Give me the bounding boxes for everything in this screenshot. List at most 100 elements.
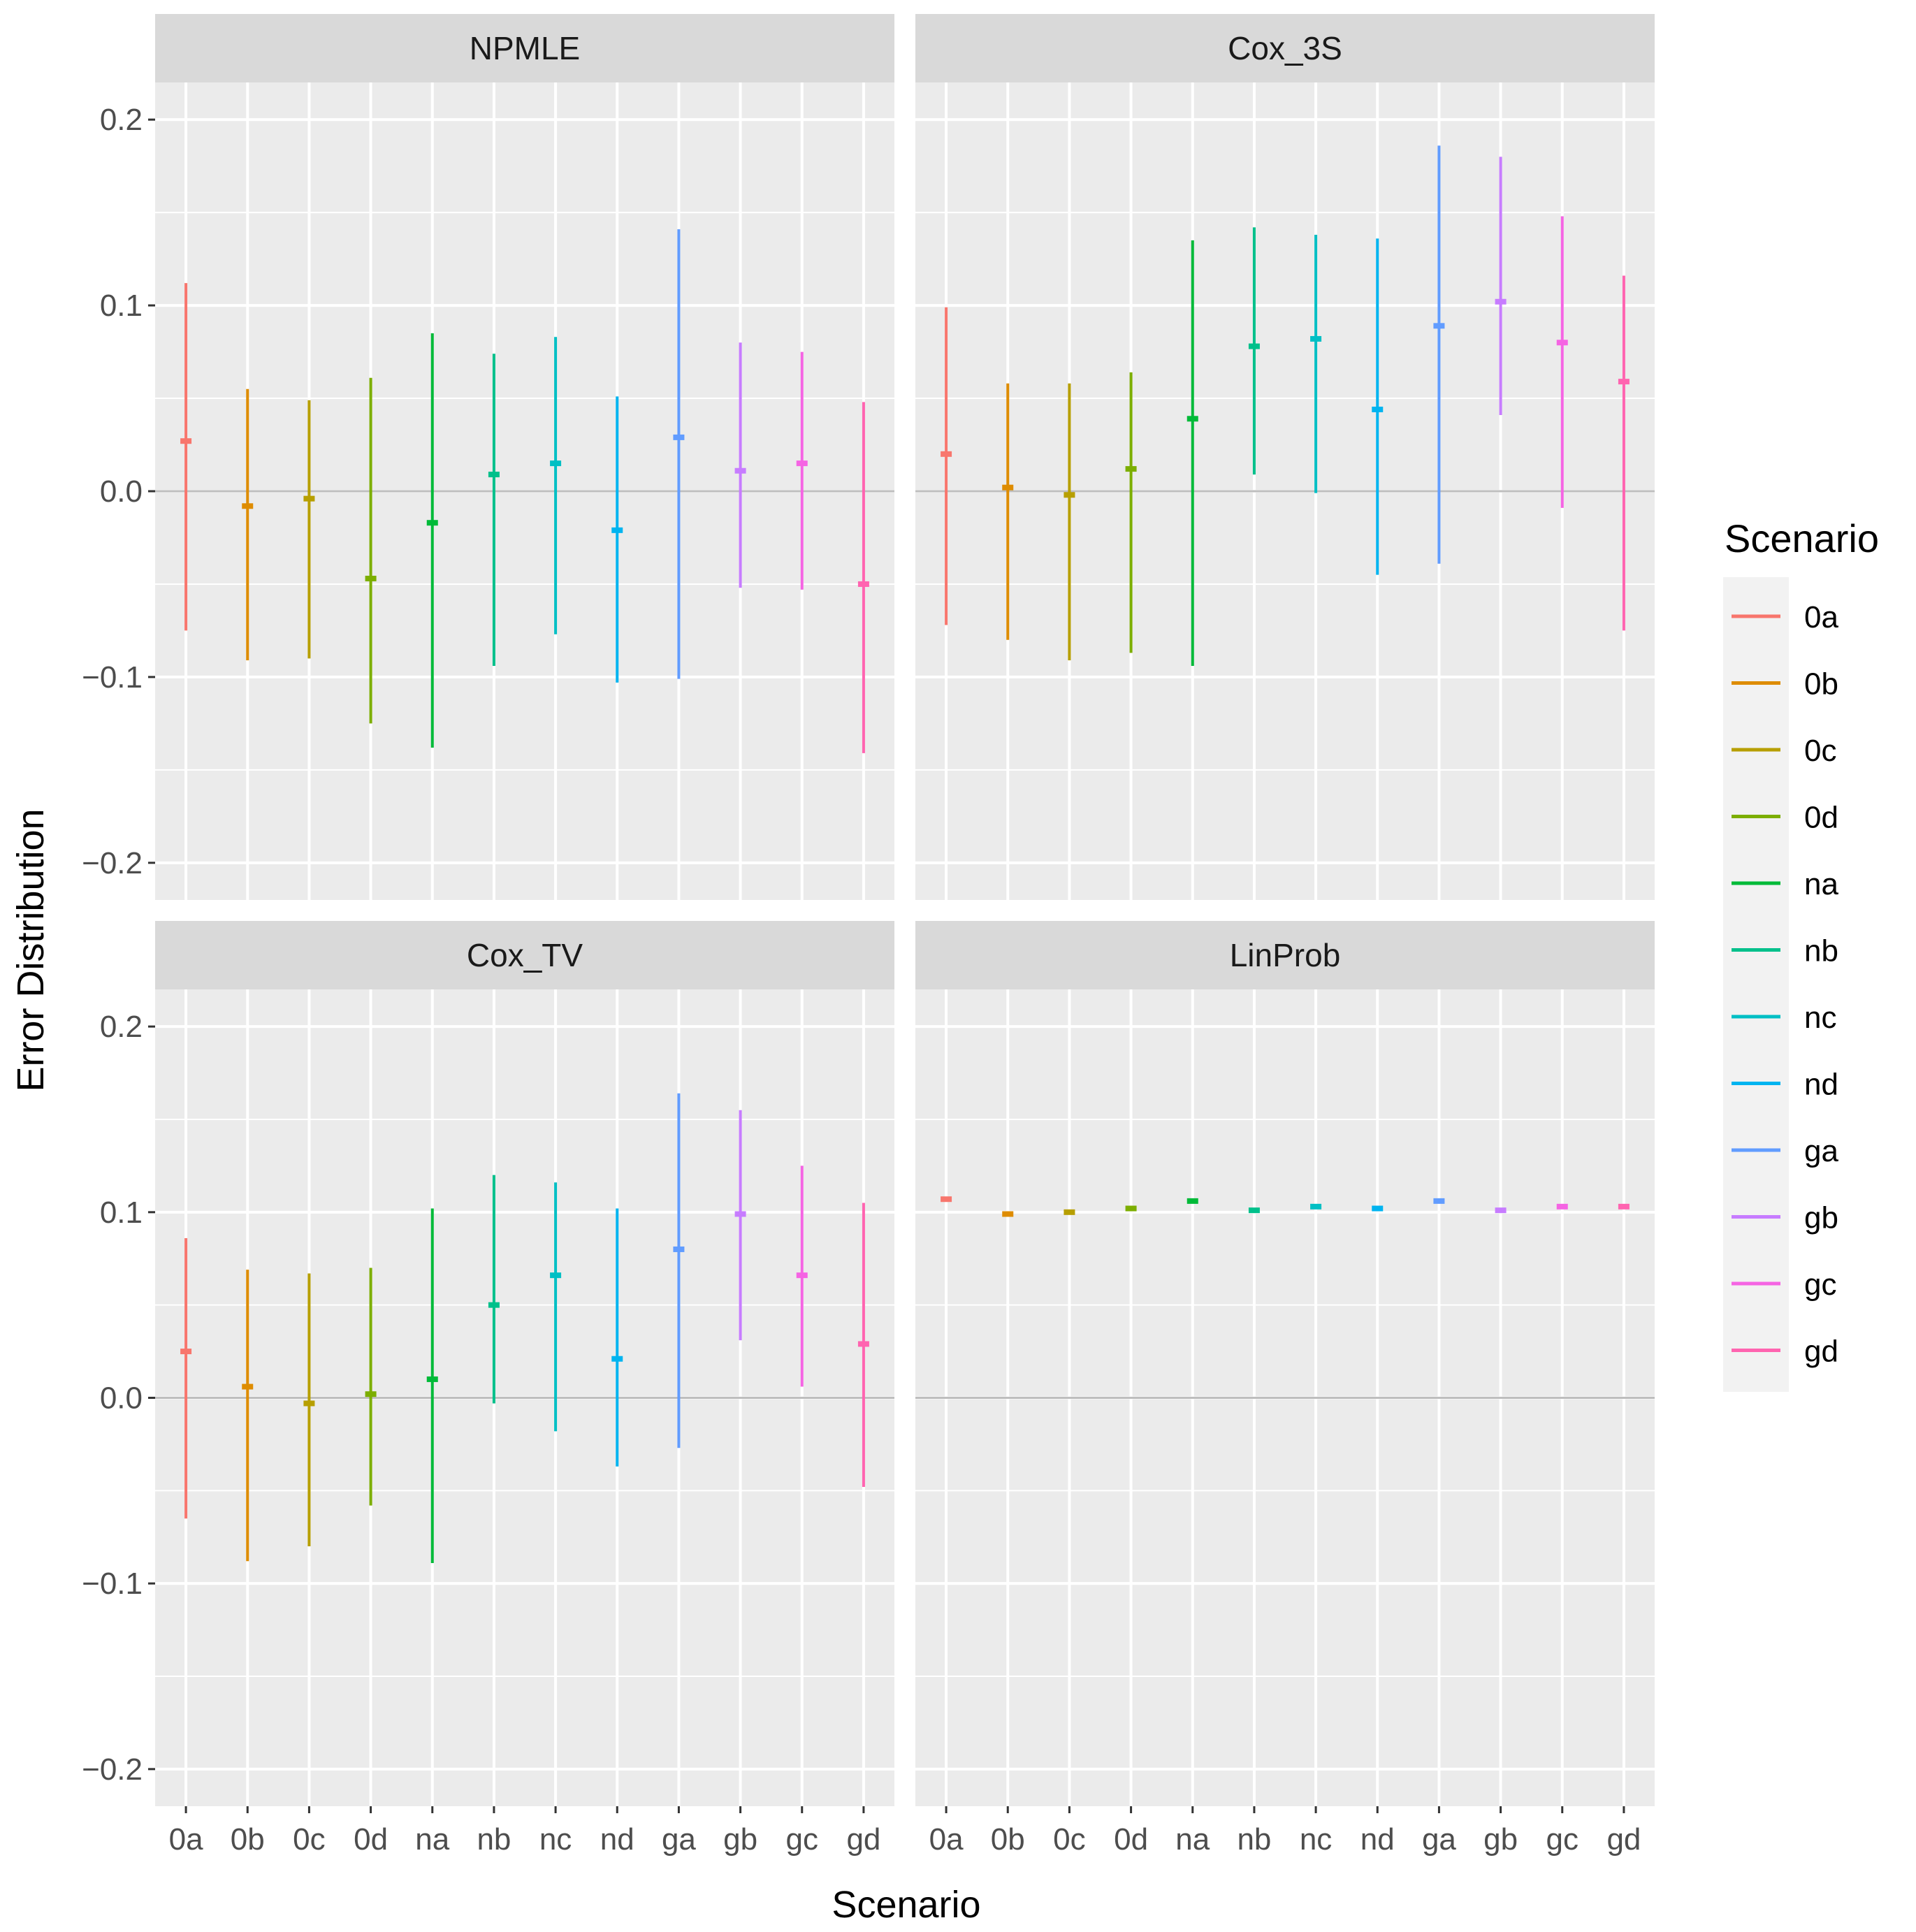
legend-label-0c: 0c — [1804, 734, 1836, 768]
point-nb — [488, 1302, 500, 1308]
x-tick-label: 0b — [991, 1822, 1025, 1857]
point-gc — [796, 1272, 808, 1279]
strip-background — [915, 14, 1655, 82]
point-ga — [673, 434, 685, 440]
point-0d — [1125, 1205, 1137, 1212]
point-na — [1186, 416, 1198, 422]
point-nc — [1310, 335, 1322, 342]
x-tick-label: na — [1175, 1822, 1210, 1857]
strip-background — [155, 14, 894, 82]
x-tick-label: gc — [786, 1822, 818, 1857]
point-0a — [941, 1196, 952, 1203]
x-tick-label: gc — [1546, 1822, 1578, 1857]
y-tick-label: 0.1 — [100, 289, 143, 323]
legend-label-ga: ga — [1804, 1134, 1838, 1168]
point-gc — [1556, 1203, 1568, 1210]
y-tick-label: 0.0 — [100, 474, 143, 509]
point-0b — [1002, 484, 1014, 491]
point-nd — [611, 1356, 623, 1362]
legend: 0a 0b 0c 0d na nb nc nd ga gb gc gd — [1723, 577, 1838, 1392]
legend-title: Scenario — [1725, 516, 1879, 560]
x-tick-label: nc — [1300, 1822, 1332, 1857]
legend-label-nb: nb — [1804, 934, 1838, 968]
legend-label-nd: nd — [1804, 1068, 1838, 1102]
x-tick-label: gd — [846, 1822, 880, 1857]
x-tick-label: ga — [1422, 1822, 1456, 1857]
point-na — [1186, 1198, 1198, 1204]
point-gd — [857, 1341, 869, 1347]
legend-label-0a: 0a — [1804, 600, 1838, 634]
x-tick-label: nc — [539, 1822, 572, 1857]
point-nd — [1372, 1205, 1384, 1212]
point-0d — [365, 1391, 377, 1397]
x-tick-label: nb — [477, 1822, 511, 1857]
y-axis-title: Error Distribution — [10, 808, 52, 1091]
point-0b — [242, 503, 254, 509]
point-0c — [303, 1400, 315, 1407]
point-nb — [1248, 1207, 1260, 1214]
y-tick-label: −0.1 — [82, 660, 143, 695]
panel-npmle: NPMLE −0.2 −0.1 0.0 0.1 0.2 — [82, 14, 894, 900]
x-tick-label: 0a — [169, 1822, 203, 1857]
y-tick-label: −0.2 — [82, 846, 143, 880]
x-tick-label: gb — [723, 1822, 757, 1857]
legend-label-0b: 0b — [1804, 667, 1838, 702]
point-0a — [180, 438, 192, 444]
point-0c — [1064, 1209, 1075, 1215]
point-0c — [1064, 492, 1075, 498]
strip-background — [155, 921, 894, 989]
x-axis-title: Scenario — [832, 1884, 980, 1926]
point-nc — [1310, 1203, 1322, 1210]
point-0c — [303, 495, 315, 502]
legend-key-background — [1723, 577, 1789, 1392]
strip-background — [915, 921, 1655, 989]
point-gd — [1618, 379, 1630, 385]
strip-label: NPMLE — [470, 30, 580, 66]
strip-label: Cox_3S — [1228, 30, 1342, 66]
x-tick-label: 0a — [929, 1822, 964, 1857]
point-nd — [1372, 407, 1384, 412]
panel-cox_3s: Cox_3S — [915, 14, 1655, 900]
point-nb — [488, 472, 500, 478]
point-0d — [365, 575, 377, 581]
x-tick-label: 0c — [293, 1822, 325, 1857]
point-ga — [673, 1246, 685, 1252]
point-gb — [1495, 298, 1507, 305]
strip-label: Cox_TV — [467, 937, 583, 973]
x-tick-label: 0d — [1114, 1822, 1148, 1857]
x-tick-label: na — [415, 1822, 449, 1857]
point-gd — [1618, 1203, 1630, 1210]
y-tick-label: −0.1 — [82, 1567, 143, 1601]
x-tick-label: nd — [600, 1822, 634, 1857]
point-ga — [1433, 1198, 1445, 1204]
point-nc — [550, 1272, 562, 1279]
legend-label-gb: gb — [1804, 1201, 1838, 1235]
point-gb — [734, 467, 746, 474]
point-na — [426, 520, 438, 526]
point-na — [426, 1376, 438, 1382]
point-gc — [796, 460, 808, 467]
x-tick-label: gd — [1606, 1822, 1641, 1857]
legend-label-na: na — [1804, 867, 1838, 901]
point-ga — [1433, 323, 1445, 329]
point-nc — [550, 460, 562, 467]
x-tick-label: ga — [662, 1822, 696, 1857]
y-tick-label: −0.2 — [82, 1752, 143, 1787]
point-0a — [180, 1349, 192, 1355]
panel-cox_tv: Cox_TV−0.2−0.10.00.10.20a 0b 0c 0d na nb nc nd g… — [82, 921, 894, 1857]
y-tick-label: 0.0 — [100, 1381, 143, 1416]
x-tick-label: 0c — [1053, 1822, 1085, 1857]
legend-label-gd: gd — [1804, 1335, 1838, 1369]
legend-label-nc: nc — [1804, 1001, 1836, 1035]
y-tick-label: 0.2 — [100, 103, 143, 137]
y-tick-label: 0.1 — [100, 1196, 143, 1230]
point-gb — [1495, 1207, 1507, 1214]
x-tick-label: 0b — [231, 1822, 265, 1857]
point-gc — [1556, 340, 1568, 346]
point-0d — [1125, 466, 1137, 472]
y-tick-label: 0.2 — [100, 1010, 143, 1044]
legend-label-0d: 0d — [1804, 801, 1838, 835]
point-nd — [611, 527, 623, 533]
point-nb — [1248, 343, 1260, 349]
